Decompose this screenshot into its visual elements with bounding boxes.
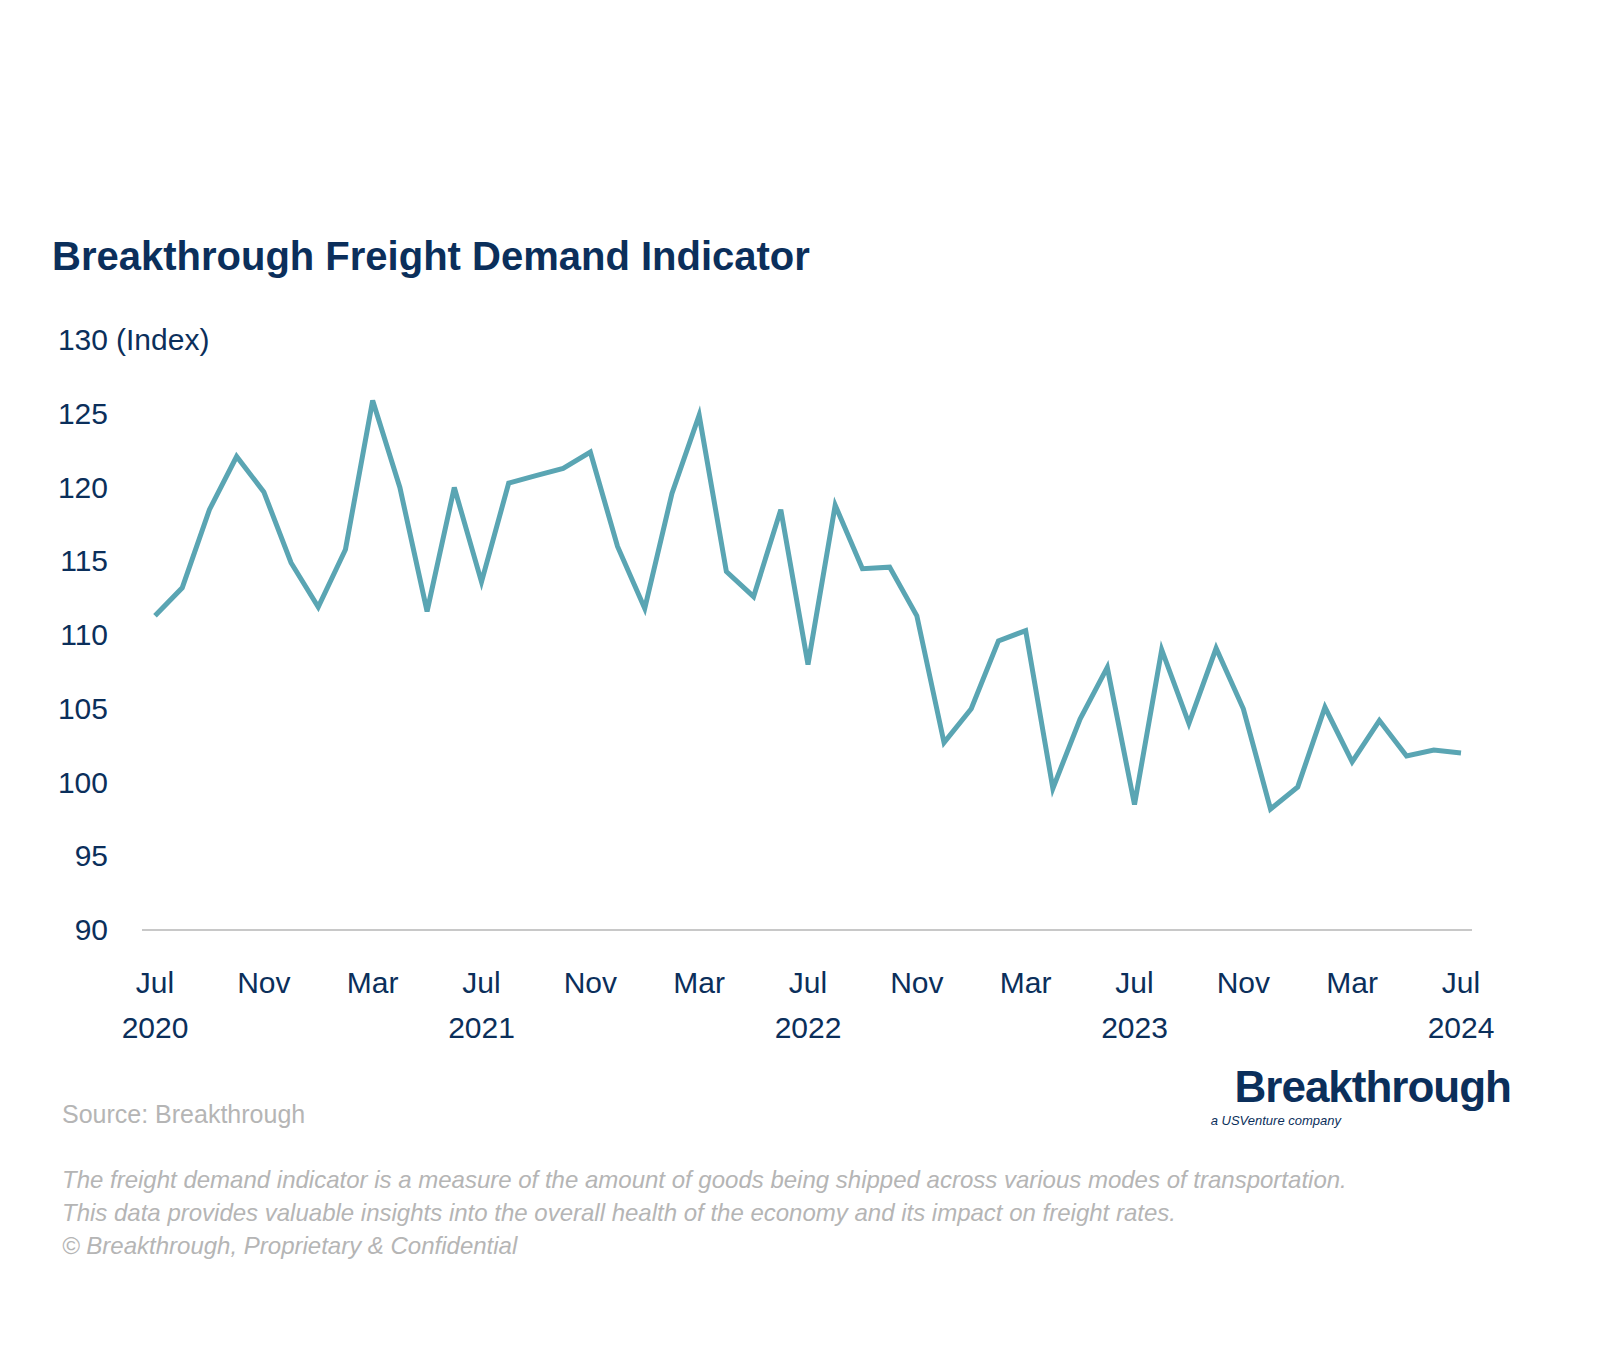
svg-text:Jul: Jul — [1115, 966, 1153, 999]
svg-text:105: 105 — [58, 692, 108, 725]
html-text:Source: Breakthrough: Source: Breakthrough — [62, 1100, 306, 1128]
html-text:Breakthrough: Breakthrough — [1234, 1062, 1511, 1111]
svg-text:90: 90 — [75, 913, 108, 946]
svg-text:Mar: Mar — [1326, 966, 1378, 999]
html-text:This data provides valuable in: This data provides valuable insights int… — [62, 1199, 1176, 1226]
html-text:a USVenture company: a USVenture company — [1210, 1113, 1341, 1128]
svg-text:110: 110 — [60, 618, 108, 651]
svg-text:2020: 2020 — [122, 1011, 189, 1044]
svg-text:125: 125 — [58, 397, 108, 430]
svg-text:2024: 2024 — [1428, 1011, 1495, 1044]
svg-text:130: 130 — [58, 323, 108, 356]
html-text:Breakthrough Freight Demand In: Breakthrough Freight Demand Indicator — [52, 234, 810, 278]
svg-text:2021: 2021 — [448, 1011, 515, 1044]
svg-text:115: 115 — [60, 544, 108, 577]
svg-text:120: 120 — [58, 471, 108, 504]
svg-text:Jul: Jul — [462, 966, 500, 999]
html-text:© Breakthrough, Proprietary &: © Breakthrough, Proprietary & Confidenti… — [62, 1232, 518, 1259]
svg-text:Nov: Nov — [237, 966, 290, 999]
svg-text:2022: 2022 — [775, 1011, 842, 1044]
svg-text:Jul: Jul — [1442, 966, 1480, 999]
svg-text:2023: 2023 — [1101, 1011, 1168, 1044]
svg-text:100: 100 — [58, 766, 108, 799]
svg-text:Jul: Jul — [136, 966, 174, 999]
svg-text:Mar: Mar — [673, 966, 725, 999]
svg-text:Jul: Jul — [789, 966, 827, 999]
svg-text:Nov: Nov — [1217, 966, 1270, 999]
svg-text:Nov: Nov — [564, 966, 617, 999]
svg-text:Mar: Mar — [347, 966, 399, 999]
svg-text:95: 95 — [75, 839, 108, 872]
svg-text:Nov: Nov — [890, 966, 943, 999]
svg-text:(Index): (Index) — [116, 323, 209, 356]
svg-text:Mar: Mar — [1000, 966, 1052, 999]
html-text:The freight demand indicator i: The freight demand indicator is a measur… — [62, 1166, 1347, 1193]
